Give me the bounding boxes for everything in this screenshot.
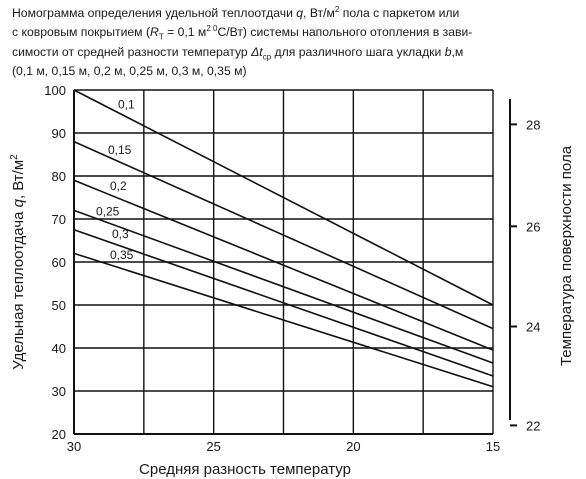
secondary-y-axis: [509, 99, 517, 427]
caption-line-2: с ковровым покрытием (RT = 0,1 м2 0С/Вт)…: [12, 24, 473, 42]
series-line-0,35: [73, 252, 494, 388]
x-axis-title: Средняя разность температур: [139, 461, 351, 478]
series-label-0,25: 0,25: [96, 204, 120, 218]
y-tick-label-80: 80: [52, 169, 66, 184]
x-tick-label-25: 25: [206, 439, 220, 454]
chart-caption: Номограмма определения удельной теплоотд…: [12, 2, 584, 79]
caption-line-4: (0,1 м, 0,15 м, 0,2 м, 0,25 м, 0,3 м, 0,…: [12, 64, 247, 78]
y2-tick-label-22: 22: [526, 418, 540, 433]
y2-tick-label-26: 26: [526, 219, 540, 234]
y-tick-label-90: 90: [52, 126, 66, 141]
series-labels: 0,1 0,15 0,2 0,25 0,3 0,35: [96, 98, 135, 262]
series-line-0,15: [73, 140, 494, 330]
caption-line-3: симости от средней разности температур Δ…: [12, 44, 464, 61]
series-label-0,15: 0,15: [108, 143, 132, 157]
series-label-0,1: 0,1: [118, 98, 135, 112]
y2-axis-title: Температура поверхности пола: [558, 145, 575, 366]
y2-tick-label-28: 28: [526, 117, 540, 132]
series-lines: [73, 89, 494, 388]
series-line-0,1: [73, 89, 494, 306]
y2-tick-label-24: 24: [526, 320, 540, 335]
y-tick-label-50: 50: [52, 298, 66, 313]
series-label-0,35: 0,35: [110, 248, 134, 262]
grid: [73, 89, 494, 435]
series-label-0,2: 0,2: [110, 179, 127, 193]
y-tick-label-70: 70: [52, 212, 66, 227]
series-line-0,25: [73, 209, 494, 364]
y-tick-label-20: 20: [52, 427, 66, 442]
x-tick-label-30: 30: [67, 439, 81, 454]
y-tick-label-30: 30: [52, 384, 66, 399]
x-tick-label-20: 20: [346, 439, 360, 454]
series-line-0,3: [73, 228, 494, 377]
caption-line-1: Номограмма определения удельной теплоотд…: [12, 5, 460, 21]
series-label-0,3: 0,3: [112, 227, 129, 241]
y-tick-label-60: 60: [52, 255, 66, 270]
x-tick-label-15: 15: [486, 439, 500, 454]
y-axis-title: Удельная теплоотдача q, Вт/м2: [9, 154, 27, 370]
y-tick-label-40: 40: [52, 341, 66, 356]
y-tick-label-100: 100: [44, 83, 66, 98]
series-line-0,2: [73, 179, 494, 351]
